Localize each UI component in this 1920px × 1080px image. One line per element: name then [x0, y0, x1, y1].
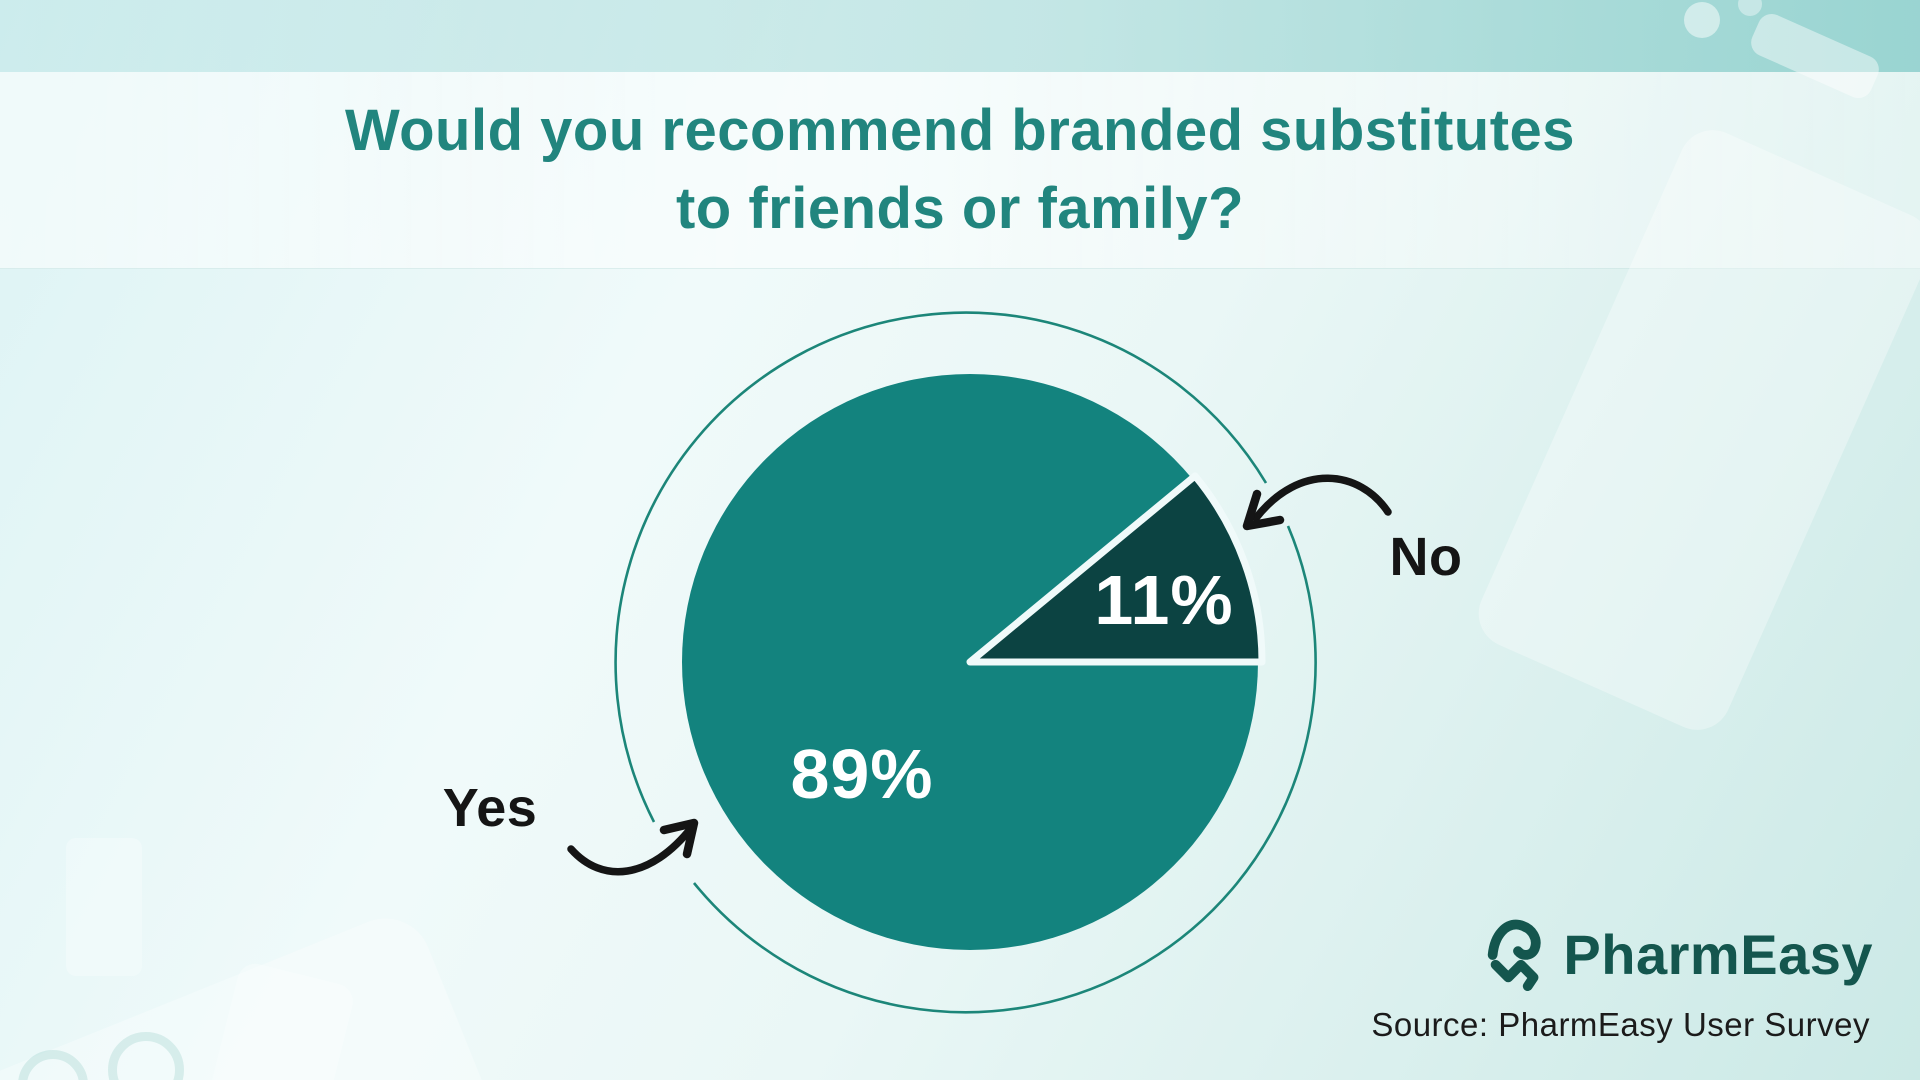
brand-block: PharmEasy	[1485, 916, 1873, 992]
yes-arrow	[567, 823, 696, 876]
yes-arrowhead-icon	[659, 818, 699, 859]
chart-title-line2: to friends or family?	[675, 176, 1244, 241]
callout-arrows	[567, 474, 1392, 876]
legend-label-yes: Yes	[442, 778, 538, 838]
decorative-ring	[614, 311, 1317, 1014]
pie-slice-no	[966, 472, 1266, 666]
ring-arc-bottom	[692, 525, 1317, 1014]
bg-watermark-ring	[108, 1032, 184, 1080]
chart-title-line1: Would you recommend branded substitutes	[344, 98, 1576, 163]
bg-watermark-dot	[1684, 2, 1720, 38]
legend-label-no: No	[1389, 527, 1463, 587]
source-note: Source: PharmEasy User Survey	[1371, 1006, 1870, 1043]
logo-chevron	[1491, 959, 1539, 992]
brand-name: PharmEasy	[1563, 922, 1873, 986]
pharmeasy-logo-icon	[1488, 919, 1541, 992]
no-arrowhead-icon	[1242, 489, 1285, 531]
logo-arch	[1488, 919, 1541, 960]
no-arrow	[1252, 474, 1392, 522]
value-label-yes: 89%	[790, 735, 934, 813]
value-label-no: 11%	[1094, 561, 1234, 639]
ring-arc-top	[614, 311, 1268, 823]
chart-title: Would you recommend branded substitutes …	[0, 92, 1920, 248]
top-accent-band	[0, 0, 1920, 72]
bg-watermark-dot	[1738, 0, 1762, 16]
bg-watermark-box	[66, 838, 142, 976]
title-band	[0, 72, 1920, 269]
